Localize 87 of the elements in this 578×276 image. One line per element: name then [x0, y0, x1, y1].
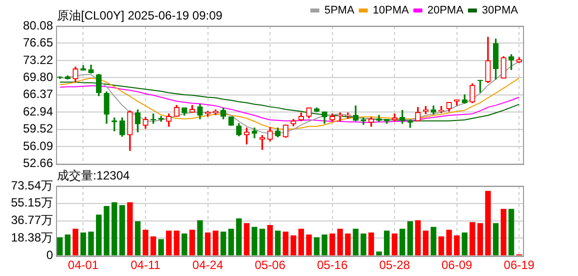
bar	[197, 220, 203, 256]
bar	[454, 235, 460, 256]
bar	[462, 232, 468, 256]
bar	[298, 228, 304, 256]
bar	[57, 237, 63, 256]
bar	[166, 230, 172, 256]
bar	[290, 235, 296, 256]
bar	[407, 221, 413, 256]
bar	[174, 230, 180, 256]
y-tick-label: 55.15万	[10, 196, 53, 210]
legend-label: 5PMA	[324, 4, 355, 17]
bar	[189, 230, 196, 256]
bar	[337, 228, 343, 256]
bar	[80, 232, 86, 256]
bar	[352, 228, 358, 256]
bar	[220, 232, 226, 256]
bar	[127, 202, 133, 256]
bar	[415, 220, 421, 256]
x-tick-label: 04-01	[68, 258, 99, 272]
y-tick-label: 56.09	[22, 138, 54, 153]
bar	[322, 234, 328, 256]
x-tick-label: 05-28	[379, 258, 410, 272]
legend-label: 30PMA	[482, 4, 519, 17]
bar	[104, 206, 110, 256]
bar	[345, 234, 351, 256]
y-tick-label: 66.37	[22, 87, 54, 102]
x-tick-label: 05-16	[316, 258, 348, 272]
legend-label: 20PMA	[427, 4, 464, 17]
bar	[485, 190, 491, 256]
bar	[470, 222, 476, 256]
y-tick-label: 52.66	[22, 156, 54, 170]
bar	[438, 236, 444, 256]
bar	[400, 228, 406, 256]
bar	[134, 221, 141, 256]
bar	[96, 214, 102, 256]
x-tick-label: 04-24	[192, 258, 224, 272]
bar	[430, 226, 436, 256]
bar	[446, 230, 452, 256]
bar	[150, 236, 156, 256]
bar	[329, 234, 336, 256]
bar	[259, 228, 266, 256]
chart-title: 原油[CL00Y] 2025-06-19 09:09	[57, 8, 223, 22]
bar	[282, 232, 288, 256]
bar	[228, 228, 234, 256]
x-tick-label: 06-09	[441, 258, 473, 272]
bar	[368, 232, 374, 256]
legend-label: 10PMA	[372, 4, 410, 17]
bar	[274, 230, 281, 256]
bar	[376, 251, 382, 256]
y-tick-label: 59.52	[22, 122, 54, 136]
bar	[500, 208, 506, 256]
bar	[422, 230, 429, 256]
y-tick-label: 36.77万	[10, 213, 53, 228]
bar	[267, 224, 273, 256]
y-tick-label: 69.80	[22, 70, 54, 84]
y-tick-label: 18.38万	[10, 230, 53, 245]
bar	[360, 234, 366, 256]
bar	[142, 230, 148, 256]
bar	[508, 208, 514, 256]
x-tick-label: 04-11	[130, 258, 161, 272]
y-tick-label: 73.54万	[10, 178, 53, 192]
y-tick-label: 80.08	[22, 18, 54, 32]
bar	[244, 223, 250, 256]
y-tick-label: 73.22	[22, 52, 54, 67]
x-tick-label: 05-06	[254, 258, 286, 272]
bar	[182, 234, 188, 256]
x-tick-label: 06-19	[504, 258, 535, 272]
bar	[384, 230, 390, 256]
bar	[64, 234, 71, 256]
bar	[88, 232, 94, 256]
bar	[119, 205, 125, 256]
y-tick-label: 76.65	[22, 36, 54, 50]
bar	[158, 239, 164, 256]
y-tick-label: 62.94	[22, 104, 54, 118]
bar	[477, 223, 484, 256]
bar	[314, 237, 320, 256]
bar	[212, 230, 218, 256]
bar	[252, 226, 258, 256]
bar	[72, 228, 78, 256]
bar	[112, 202, 118, 256]
bar	[492, 223, 499, 256]
bar	[236, 218, 242, 256]
chart-title: 成交量:12304	[57, 168, 130, 182]
bar	[392, 234, 398, 256]
bar	[306, 234, 312, 256]
bar	[204, 232, 211, 256]
y-tick-label: 0	[46, 248, 54, 262]
